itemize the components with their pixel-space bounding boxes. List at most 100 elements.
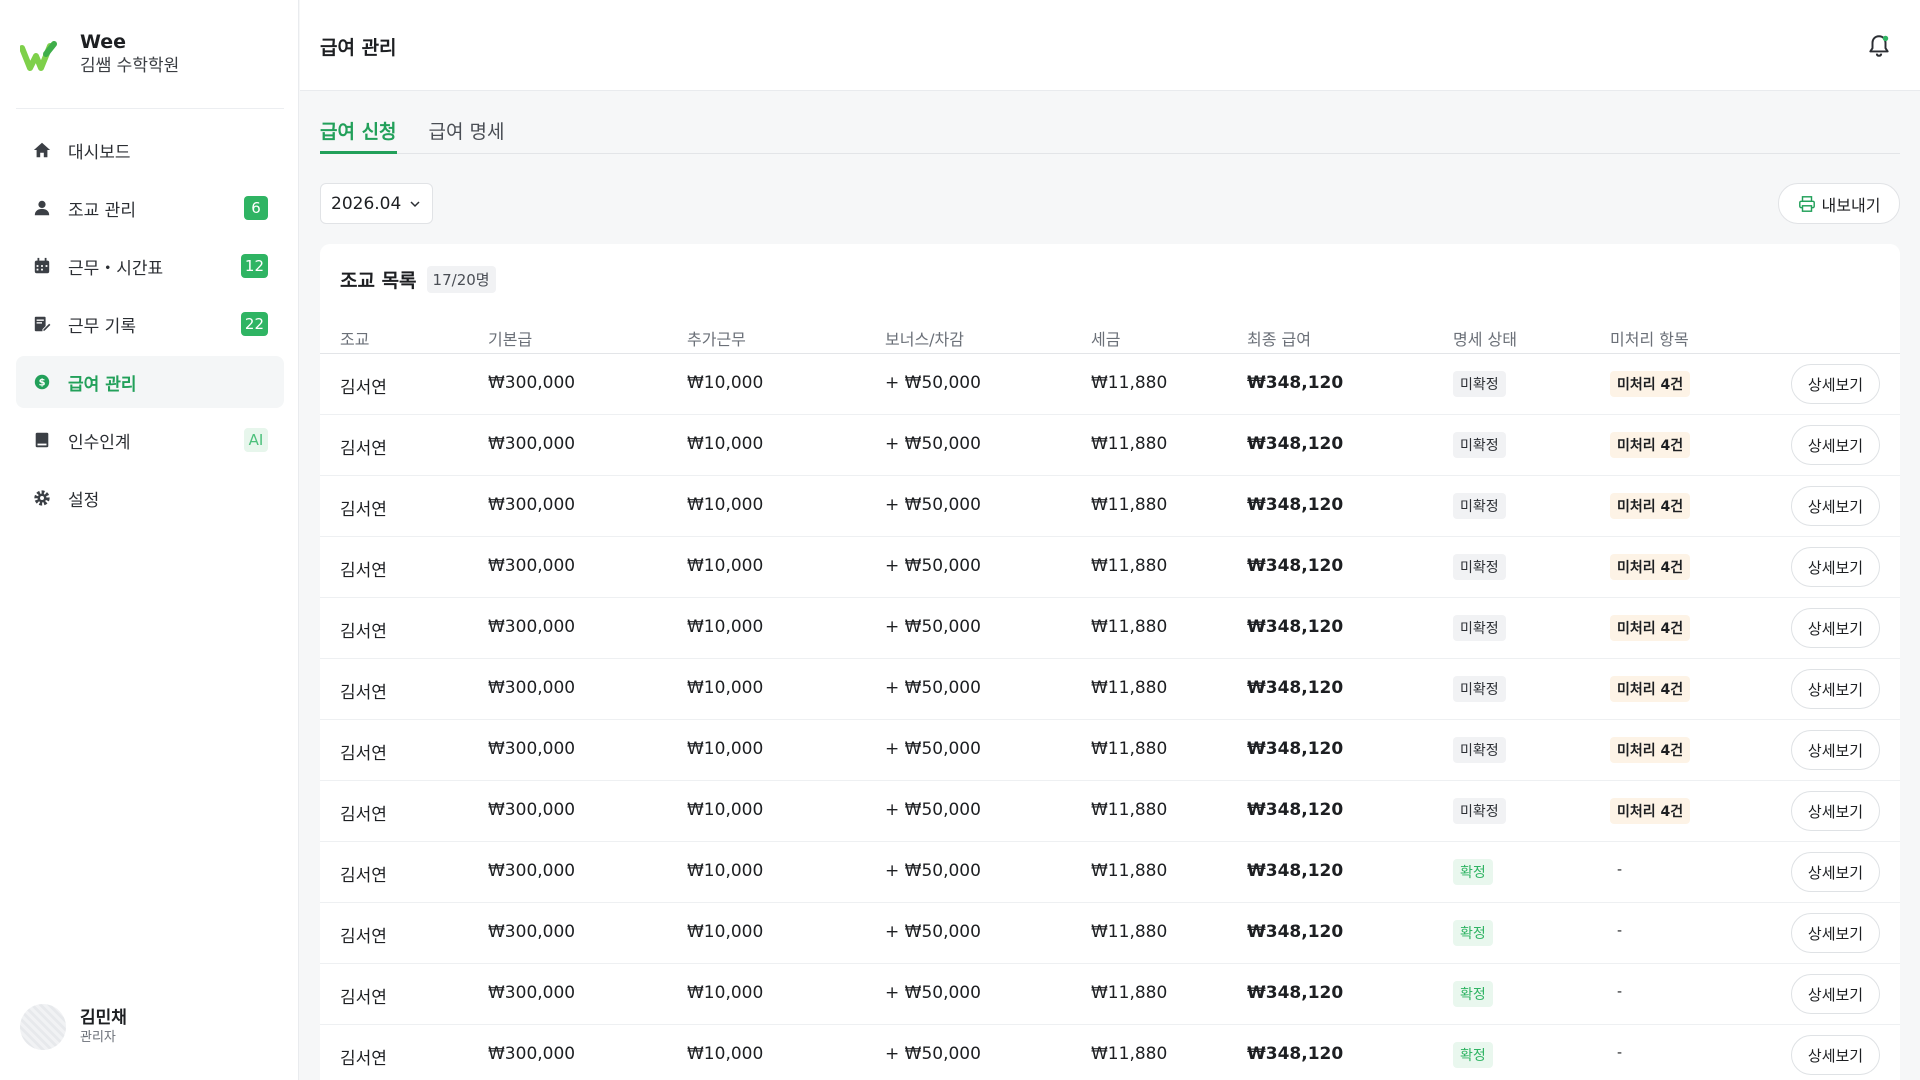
base-pay: ₩300,000	[488, 861, 576, 881]
table-row: 김서연 ₩300,000 ₩10,000 + ₩50,000 ₩11,880 ₩348,1…	[320, 415, 1900, 476]
detail-button[interactable]: 상세보기	[1791, 364, 1880, 404]
sidebar-nav: 대시보드 조교 관리 6 근무・시간표 12 근무 기록 22 $	[16, 124, 284, 530]
table-row: 김서연 ₩300,000 ₩10,000 + ₩50,000 ₩11,880 ₩348,1…	[320, 476, 1900, 537]
table-header: 조교 기본급 추가근무 보너스/차감 세금 최종 급여 명세 상태 미처리 항목	[320, 322, 1900, 354]
detail-button[interactable]: 상세보기	[1791, 974, 1880, 1014]
sidebar-item-payroll[interactable]: $ 급여 관리	[16, 356, 284, 408]
column-header-base: 기본급	[488, 330, 533, 349]
bonus-deduction: + ₩50,000	[885, 617, 981, 637]
base-pay: ₩300,000	[488, 739, 576, 759]
final-pay: ₩348,120	[1247, 495, 1344, 515]
assistant-name: 김서연	[340, 378, 387, 398]
final-pay: ₩348,120	[1247, 800, 1344, 820]
count-badge: 12	[240, 254, 268, 278]
final-pay: ₩348,120	[1247, 434, 1344, 454]
month-select[interactable]: 2026.04	[320, 183, 433, 224]
sidebar-item-schedule[interactable]: 근무・시간표 12	[16, 240, 284, 292]
sidebar-item-assistants[interactable]: 조교 관리 6	[16, 182, 284, 234]
column-header-status: 명세 상태	[1453, 330, 1517, 349]
bell-icon[interactable]	[1866, 33, 1892, 59]
assistant-list-card: 조교 목록 17/20명 조교 기본급 추가근무 보너스/차감 세금 최종 급여…	[320, 244, 1900, 1080]
base-pay: ₩300,000	[488, 922, 576, 942]
detail-button[interactable]: 상세보기	[1791, 547, 1880, 587]
overtime-pay: ₩10,000	[687, 739, 764, 759]
status-badge: 미확정	[1453, 737, 1506, 763]
base-pay: ₩300,000	[488, 434, 576, 454]
status-badge: 미확정	[1453, 676, 1506, 702]
status-badge: 미확정	[1453, 493, 1506, 519]
overtime-pay: ₩10,000	[687, 922, 764, 942]
status-badge: 확정	[1453, 859, 1493, 885]
calendar-icon	[32, 256, 52, 276]
tax: ₩11,880	[1091, 434, 1168, 454]
pending-items-badge: -	[1617, 923, 1623, 939]
table-row: 김서연 ₩300,000 ₩10,000 + ₩50,000 ₩11,880 ₩348,1…	[320, 354, 1900, 415]
detail-button[interactable]: 상세보기	[1791, 1035, 1880, 1075]
status-badge: 미확정	[1453, 554, 1506, 580]
tab-bar: 급여 신청 급여 명세	[320, 118, 1900, 154]
base-pay: ₩300,000	[488, 617, 576, 637]
svg-text:$: $	[39, 378, 46, 389]
table-row: 김서연 ₩300,000 ₩10,000 + ₩50,000 ₩11,880 ₩348,1…	[320, 842, 1900, 903]
table-row: 김서연 ₩300,000 ₩10,000 + ₩50,000 ₩11,880 ₩348,1…	[320, 903, 1900, 964]
base-pay: ₩300,000	[488, 983, 576, 1003]
detail-button[interactable]: 상세보기	[1791, 486, 1880, 526]
tax: ₩11,880	[1091, 800, 1168, 820]
table-row: 김서연 ₩300,000 ₩10,000 + ₩50,000 ₩11,880 ₩348,1…	[320, 781, 1900, 842]
assistant-name: 김서연	[340, 500, 387, 520]
assistant-name: 김서연	[340, 744, 387, 764]
final-pay: ₩348,120	[1247, 556, 1344, 576]
bonus-deduction: + ₩50,000	[885, 556, 981, 576]
overtime-pay: ₩10,000	[687, 495, 764, 515]
user-profile[interactable]: 김민채 관리자	[20, 1004, 127, 1050]
export-button[interactable]: 내보내기	[1778, 183, 1900, 224]
pending-items-badge: -	[1617, 862, 1623, 878]
detail-button[interactable]: 상세보기	[1791, 791, 1880, 831]
sidebar-item-settings[interactable]: 설정	[16, 472, 284, 524]
assistant-name: 김서연	[340, 927, 387, 947]
assistant-name: 김서연	[340, 561, 387, 581]
brand[interactable]: Wee 김쌤 수학학원	[20, 28, 280, 80]
tab-payroll-statement[interactable]: 급여 명세	[428, 121, 505, 143]
status-badge: 확정	[1453, 1042, 1493, 1068]
detail-button[interactable]: 상세보기	[1791, 608, 1880, 648]
pending-items-badge: 미처리 4건	[1610, 493, 1691, 519]
printer-icon	[1798, 195, 1815, 212]
count-badge: 22	[240, 312, 268, 336]
bonus-deduction: + ₩50,000	[885, 922, 981, 942]
status-badge: 미확정	[1453, 432, 1506, 458]
overtime-pay: ₩10,000	[687, 617, 764, 637]
column-header-pending: 미처리 항목	[1610, 330, 1689, 349]
bonus-deduction: + ₩50,000	[885, 800, 981, 820]
status-badge: 확정	[1453, 981, 1493, 1007]
bonus-deduction: + ₩50,000	[885, 739, 981, 759]
sidebar-item-worklog[interactable]: 근무 기록 22	[16, 298, 284, 350]
pending-items-badge: 미처리 4건	[1610, 554, 1691, 580]
overtime-pay: ₩10,000	[687, 861, 764, 881]
pending-items-badge: 미처리 4건	[1610, 371, 1691, 397]
status-badge: 미확정	[1453, 798, 1506, 824]
person-icon	[32, 198, 52, 218]
user-name: 김민채	[80, 1008, 127, 1028]
overtime-pay: ₩10,000	[687, 800, 764, 820]
tax: ₩11,880	[1091, 678, 1168, 698]
table-body: 김서연 ₩300,000 ₩10,000 + ₩50,000 ₩11,880 ₩348,1…	[320, 354, 1900, 1080]
final-pay: ₩348,120	[1247, 861, 1344, 881]
sidebar-item-handover[interactable]: 인수인계 AI	[16, 414, 284, 466]
sidebar-item-label: 인수인계	[68, 432, 131, 453]
detail-button[interactable]: 상세보기	[1791, 669, 1880, 709]
home-icon	[32, 140, 52, 160]
detail-button[interactable]: 상세보기	[1791, 913, 1880, 953]
detail-button[interactable]: 상세보기	[1791, 425, 1880, 465]
tab-payroll-request[interactable]: 급여 신청	[320, 118, 397, 154]
export-label: 내보내기	[1821, 195, 1881, 215]
pending-items-badge: 미처리 4건	[1610, 676, 1691, 702]
detail-button[interactable]: 상세보기	[1791, 852, 1880, 892]
bonus-deduction: + ₩50,000	[885, 495, 981, 515]
tax: ₩11,880	[1091, 922, 1168, 942]
sidebar-item-dashboard[interactable]: 대시보드	[16, 124, 284, 176]
detail-button[interactable]: 상세보기	[1791, 730, 1880, 770]
top-header: 급여 관리	[300, 0, 1920, 91]
dollar-icon: $	[32, 372, 52, 392]
base-pay: ₩300,000	[488, 373, 576, 393]
